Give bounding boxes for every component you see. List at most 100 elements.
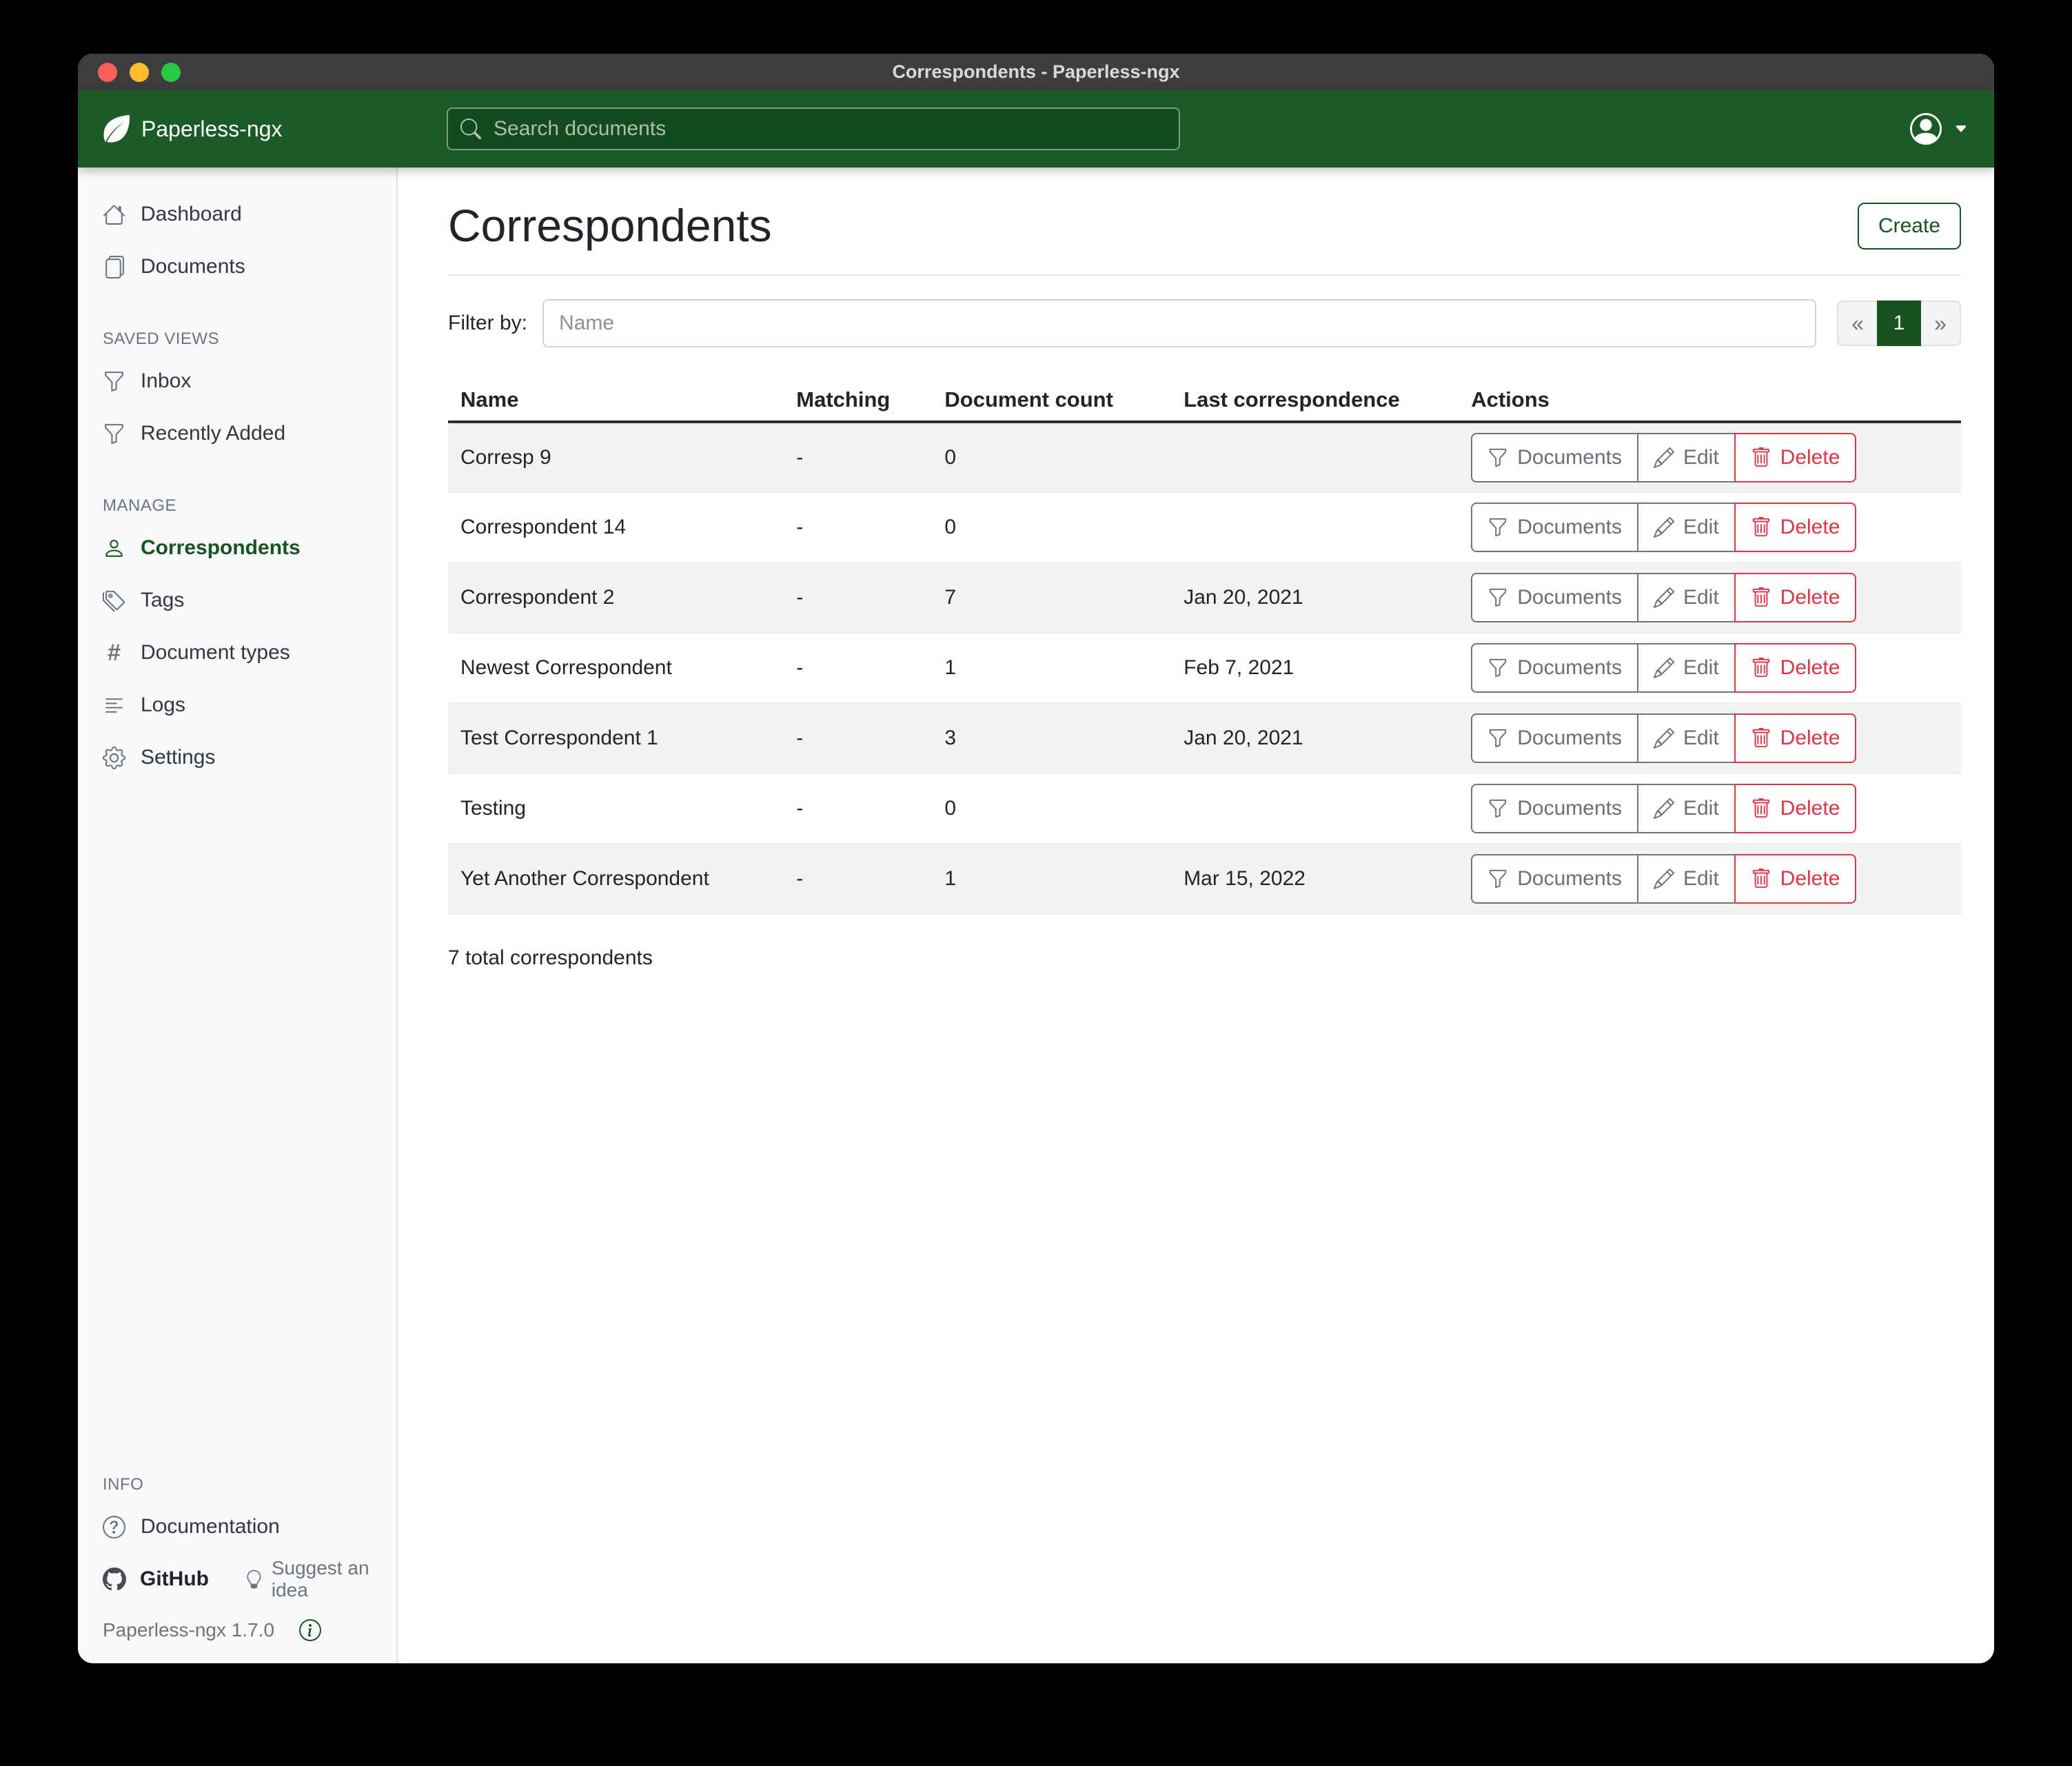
edit-button[interactable]: Edit (1636, 713, 1736, 764)
edit-button[interactable]: Edit (1636, 573, 1736, 623)
delete-button[interactable]: Delete (1734, 503, 1857, 553)
funnel-icon (105, 371, 123, 392)
edit-button[interactable]: Edit (1636, 643, 1736, 693)
traffic-lights (98, 54, 181, 90)
sidebar-item-label: Documentation (141, 1515, 280, 1538)
search-input[interactable] (447, 108, 1180, 150)
document-count-cell: 0 (932, 422, 1172, 494)
sidebar-item-github[interactable]: GitHub (103, 1567, 209, 1591)
pencil-icon (1653, 587, 1674, 609)
last-correspondence-cell (1171, 773, 1459, 845)
pencil-icon (1653, 447, 1674, 468)
tags-icon (103, 590, 125, 611)
matching-cell: - (784, 773, 933, 845)
row-actions: Documents Edit Delete (1471, 713, 1857, 764)
documents-button[interactable]: Documents (1471, 573, 1638, 623)
edit-button[interactable]: Edit (1636, 784, 1736, 834)
sidebar-item-label: Correspondents (141, 536, 301, 559)
row-actions: Documents Edit Delete (1471, 503, 1857, 553)
pagination-page-1[interactable]: 1 (1877, 301, 1921, 347)
pagination-previous-button[interactable]: « (1837, 301, 1877, 347)
create-button[interactable]: Create (1857, 202, 1961, 250)
table-row: Yet Another Correspondent - 1 Mar 15, 20… (448, 844, 1961, 915)
hash-icon: # (108, 639, 121, 666)
delete-button[interactable]: Delete (1734, 432, 1857, 483)
documents-button[interactable]: Documents (1471, 713, 1638, 764)
delete-button[interactable]: Delete (1734, 854, 1857, 904)
documents-button[interactable]: Documents (1471, 784, 1638, 834)
sidebar-item-inbox[interactable]: Inbox (78, 355, 396, 407)
matching-cell: - (784, 422, 933, 494)
delete-button-label: Delete (1780, 586, 1840, 609)
person-icon (105, 539, 123, 557)
documents-button[interactable]: Documents (1471, 432, 1638, 483)
trash-icon (1752, 447, 1769, 467)
correspondent-name-cell: Newest Correspondent (448, 633, 784, 704)
name-filter-input[interactable] (542, 299, 1817, 348)
correspondent-name-cell: Test Correspondent 1 (448, 703, 784, 775)
sidebar-item-logs[interactable]: Logs (78, 679, 396, 731)
delete-button[interactable]: Delete (1734, 573, 1857, 623)
sidebar-item-correspondents[interactable]: Correspondents (78, 522, 396, 574)
row-actions: Documents Edit Delete (1471, 784, 1857, 834)
edit-button[interactable]: Edit (1636, 432, 1736, 483)
trash-icon (1752, 517, 1769, 537)
main-content: Correspondents Create Filter by: « 1 » (398, 168, 1994, 1663)
sidebar-item-document-types[interactable]: # Document types (78, 627, 396, 679)
delete-button[interactable]: Delete (1734, 643, 1857, 693)
table-row: Correspondent 14 - 0 Documents Edit Dele… (448, 492, 1961, 564)
funnel-icon (1490, 870, 1507, 889)
funnel-icon (1490, 729, 1507, 748)
trash-icon (1752, 728, 1769, 748)
sidebar-item-documents[interactable]: Documents (78, 241, 396, 293)
documents-button[interactable]: Documents (1471, 503, 1638, 553)
sidebar-item-documentation[interactable]: Documentation (78, 1501, 396, 1553)
app-navbar: Paperless-ngx (78, 90, 1994, 168)
documents-button[interactable]: Documents (1471, 643, 1638, 693)
sidebar-item-settings[interactable]: Settings (78, 731, 396, 784)
delete-button-label: Delete (1780, 656, 1840, 680)
close-window-button[interactable] (98, 62, 117, 82)
actions-cell: Documents Edit Delete (1459, 773, 1961, 845)
last-correspondence-cell: Jan 20, 2021 (1171, 562, 1459, 634)
table-row: Test Correspondent 1 - 3 Jan 20, 2021 Do… (448, 703, 1961, 775)
sidebar-item-tags[interactable]: Tags (78, 574, 396, 627)
funnel-icon (1490, 659, 1507, 678)
filter-by-label: Filter by: (448, 312, 528, 335)
delete-button-label: Delete (1780, 867, 1840, 891)
sidebar-item-label: Settings (141, 746, 216, 769)
sidebar-item-dashboard[interactable]: Dashboard (78, 188, 396, 241)
document-count-cell: 0 (932, 492, 1172, 564)
documents-button[interactable]: Documents (1471, 854, 1638, 904)
edit-button[interactable]: Edit (1636, 854, 1736, 904)
info-circle-icon[interactable] (299, 1619, 322, 1641)
delete-button-label: Delete (1780, 797, 1840, 820)
user-menu[interactable] (1910, 113, 1968, 145)
files-icon (105, 255, 124, 278)
minimize-window-button[interactable] (130, 62, 149, 82)
house-icon (103, 204, 125, 225)
edit-button[interactable]: Edit (1636, 503, 1736, 553)
page-title: Correspondents (448, 200, 772, 251)
matching-cell: - (784, 633, 933, 704)
macos-titlebar: Correspondents - Paperless-ngx (78, 54, 1994, 90)
window-title: Correspondents - Paperless-ngx (892, 61, 1180, 82)
sidebar-item-recently-added[interactable]: Recently Added (78, 407, 396, 460)
pencil-icon (1653, 658, 1674, 679)
delete-button[interactable]: Delete (1734, 713, 1857, 764)
lightbulb-icon (247, 1570, 261, 1589)
sidebar-item-suggest-idea[interactable]: Suggest an idea (245, 1557, 396, 1601)
delete-button-label: Delete (1780, 516, 1840, 539)
column-header-last-correspondence: Last correspondence (1171, 376, 1459, 424)
pagination-next-button[interactable]: » (1921, 301, 1961, 347)
document-count-cell: 0 (932, 773, 1172, 845)
delete-button[interactable]: Delete (1734, 784, 1857, 834)
delete-button-label: Delete (1780, 727, 1840, 750)
table-body: Corresp 9 - 0 Documents Edit Delete (448, 422, 1961, 915)
document-count-cell: 1 (932, 844, 1172, 915)
table-row: Correspondent 2 - 7 Jan 20, 2021 Documen… (448, 562, 1961, 634)
brand-home-link[interactable]: Paperless-ngx (101, 114, 283, 143)
zoom-window-button[interactable] (161, 62, 181, 82)
funnel-icon (1490, 518, 1507, 537)
last-correspondence-cell (1171, 422, 1459, 494)
